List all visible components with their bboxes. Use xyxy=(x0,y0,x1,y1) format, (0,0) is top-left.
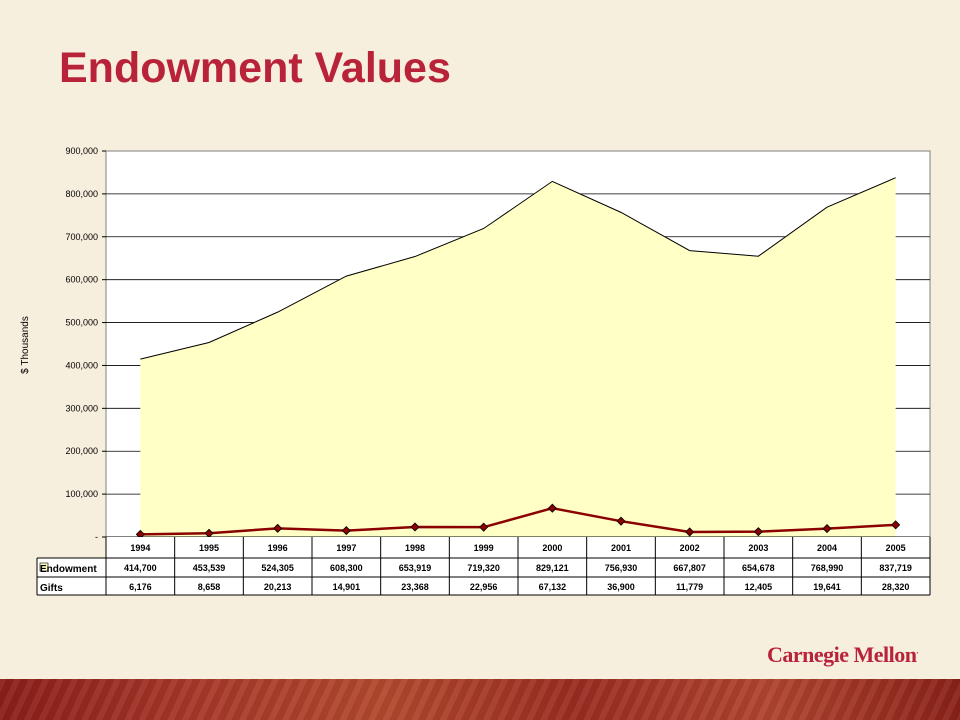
endowment-outline xyxy=(140,177,896,360)
y-tick-label: 800,000 xyxy=(65,189,98,199)
y-tick-label: 700,000 xyxy=(65,232,98,242)
endowment-value-label: 756,930 xyxy=(605,563,638,573)
page-title: Endowment Values xyxy=(59,44,451,92)
y-tick-label: 900,000 xyxy=(65,146,98,156)
gifts-value-label: 12,405 xyxy=(745,582,773,592)
endowment-area xyxy=(140,177,896,538)
gifts-point xyxy=(410,522,420,532)
category-label: 2002 xyxy=(680,543,700,553)
category-label: 2004 xyxy=(817,543,837,553)
gifts-point xyxy=(341,526,351,536)
endowment-value-label: 654,678 xyxy=(742,563,775,573)
gifts-value-label: 23,368 xyxy=(401,582,429,592)
logo-text: Carnegie Mellon xyxy=(767,642,917,667)
endowment-value-label: 667,807 xyxy=(673,563,706,573)
series-label-gifts: Gifts xyxy=(40,583,63,594)
endowment-value-label: 829,121 xyxy=(536,563,569,573)
y-tick-label: 600,000 xyxy=(65,275,98,285)
carnegie-mellon-logo: Carnegie Mellon. xyxy=(767,642,918,668)
endowment-value-label: 524,305 xyxy=(261,563,294,573)
gifts-point xyxy=(547,503,557,513)
y-tick-label: 100,000 xyxy=(65,489,98,499)
logo-mark: . xyxy=(916,646,919,656)
gifts-point xyxy=(273,523,283,533)
y-axis-label: $ Thousands xyxy=(20,316,31,374)
gifts-value-label: 8,658 xyxy=(198,582,221,592)
category-label: 1995 xyxy=(199,543,219,553)
y-tick-label: 500,000 xyxy=(65,318,98,328)
y-tick-label: 200,000 xyxy=(65,446,98,456)
gifts-value-label: 36,900 xyxy=(607,582,635,592)
y-tick-label: 300,000 xyxy=(65,403,98,413)
gifts-value-label: 19,641 xyxy=(813,582,841,592)
category-label: 2003 xyxy=(748,543,768,553)
gifts-value-label: 28,320 xyxy=(882,582,910,592)
gifts-value-label: 20,213 xyxy=(264,582,292,592)
gifts-point xyxy=(753,527,763,537)
footer-band xyxy=(0,679,960,720)
y-tick-label: - xyxy=(95,532,98,542)
category-label: 1998 xyxy=(405,543,425,553)
gifts-point xyxy=(479,522,489,532)
gifts-point xyxy=(685,527,695,537)
category-label: 2005 xyxy=(886,543,906,553)
gifts-value-label: 11,779 xyxy=(676,582,703,592)
category-label: 1994 xyxy=(130,543,150,553)
legend-key-endowment xyxy=(39,562,49,572)
gifts-value-label: 14,901 xyxy=(333,582,361,592)
gifts-point xyxy=(616,516,626,526)
gifts-value-label: 22,956 xyxy=(470,582,498,592)
endowment-value-label: 653,919 xyxy=(399,563,432,573)
category-label: 1999 xyxy=(474,543,494,553)
endowment-value-label: 453,539 xyxy=(193,563,226,573)
series-label-endowment: Endowment xyxy=(40,564,97,575)
gifts-point xyxy=(891,520,901,530)
category-label: 2000 xyxy=(542,543,562,553)
endowment-value-label: 837,719 xyxy=(879,563,912,573)
category-label: 1997 xyxy=(336,543,356,553)
endowment-value-label: 768,990 xyxy=(811,563,844,573)
endowment-chart: $ Thousands - 100,000 200,000 300,000 400,00… xyxy=(20,146,931,596)
category-label: 2001 xyxy=(611,543,631,553)
endowment-value-label: 414,700 xyxy=(124,563,157,573)
gifts-point xyxy=(822,524,832,534)
endowment-value-label: 608,300 xyxy=(330,563,363,573)
category-label: 1996 xyxy=(268,543,288,553)
endowment-value-label: 719,320 xyxy=(467,563,500,573)
y-tick-label: 400,000 xyxy=(65,360,98,370)
gifts-value-label: 6,176 xyxy=(129,582,152,592)
gifts-line xyxy=(140,506,896,536)
gifts-value-label: 67,132 xyxy=(539,582,567,592)
